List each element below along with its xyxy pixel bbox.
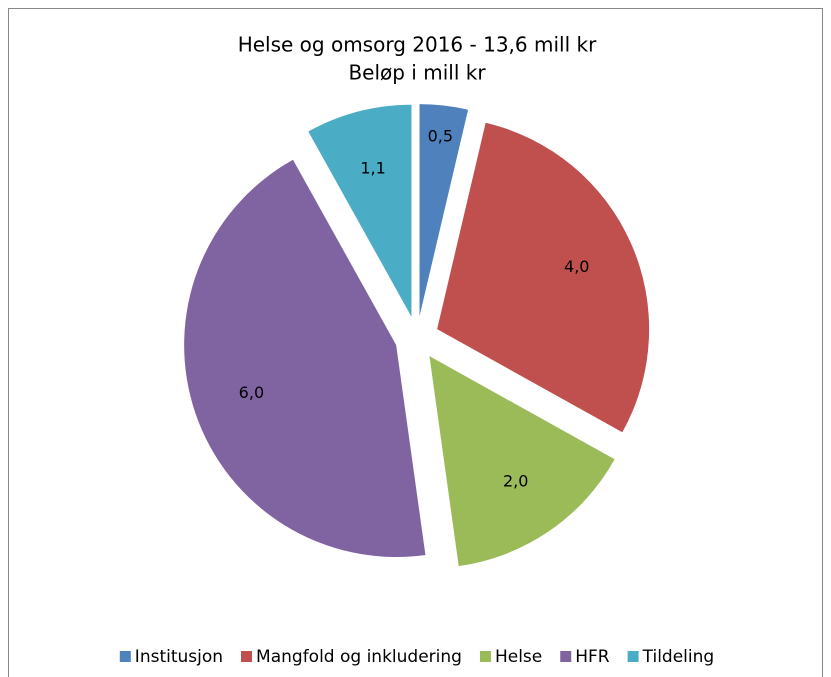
pie-slice: [429, 356, 615, 567]
legend-swatch: [560, 651, 572, 662]
chart-border: [8, 8, 823, 677]
legend-swatch: [119, 651, 131, 662]
legend-swatch: [627, 651, 639, 662]
legend-label: HFR: [575, 647, 610, 667]
pie-slice: [419, 104, 469, 317]
chart-subtitle: Beløp i mill kr: [348, 61, 486, 85]
legend-label: Institusjon: [135, 647, 223, 667]
data-label: 6,0: [239, 383, 264, 402]
legend-label: Helse: [495, 647, 542, 667]
data-label: 0,5: [428, 127, 453, 146]
data-label: 1,1: [360, 158, 385, 177]
pie-slice: [184, 159, 426, 557]
pie-slice: [308, 104, 412, 317]
data-label: 2,0: [503, 472, 528, 491]
pie-slice: [437, 122, 650, 433]
data-label: 4,0: [564, 257, 589, 276]
legend-label: Mangfold og inkludering: [256, 647, 462, 667]
legend-label: Tildeling: [642, 647, 715, 667]
legend: Institusjon Mangfold og inkludering Helse H…: [119, 647, 715, 667]
legend-swatch: [241, 651, 253, 662]
legend-swatch: [479, 651, 491, 662]
chart-title: Helse og omsorg 2016 - 13,6 mill kr: [238, 33, 597, 57]
